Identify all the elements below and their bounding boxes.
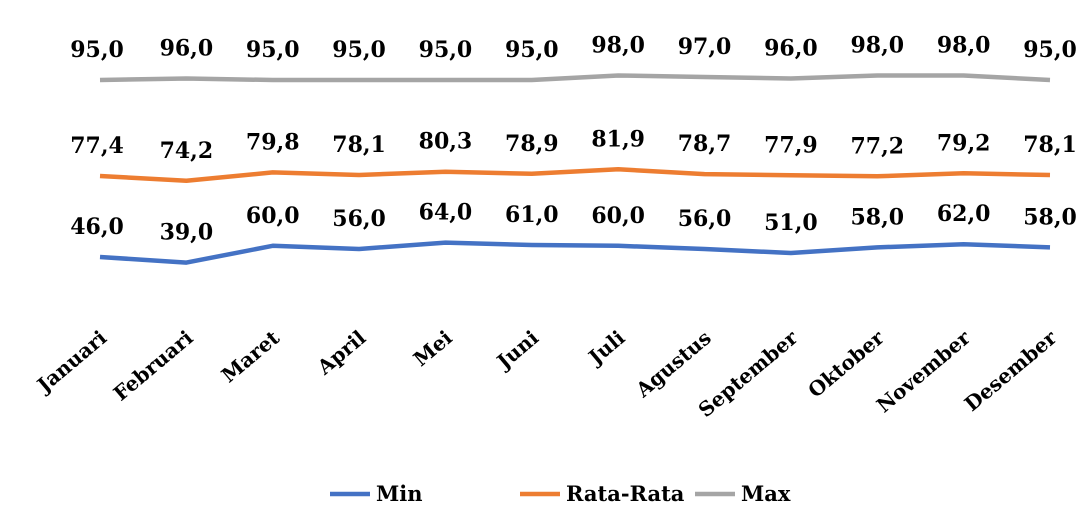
data-label: 77,2 [850,133,904,159]
data-label: 77,4 [70,133,124,159]
series-line-min [99,240,1051,265]
data-label: 56,0 [332,206,386,232]
data-label: 79,8 [246,129,300,155]
data-label: 56,0 [678,206,732,232]
data-label: 97,0 [678,34,732,60]
data-label: 96,0 [764,36,818,62]
data-label: 64,0 [419,200,473,226]
data-label: 95,0 [419,37,473,63]
data-label: 95,0 [70,37,124,63]
data-label: 39,0 [160,220,214,246]
data-label: 81,9 [591,126,645,152]
series-line-max [99,73,1051,83]
series-layer [99,73,1051,265]
legend-label: Rata-Rata [566,481,685,506]
data-label: 78,1 [332,132,386,158]
x-tick-label: Februari [109,325,198,405]
data-label: 96,0 [160,36,214,62]
data-label: 74,2 [160,138,214,164]
data-label: 60,0 [591,203,645,229]
data-label: 78,9 [505,131,559,157]
data-label: 95,0 [1023,37,1077,63]
data-label: 78,1 [1023,132,1077,158]
data-label: 77,9 [764,132,818,158]
data-label: 98,0 [591,33,645,59]
data-label-layer: 46,0 39,0 60,0 56,0 64,0 61,0 60,0 56,0 51,0 58,0… [70,33,1077,246]
data-label: 98,0 [937,33,991,59]
data-label: 58,0 [1023,204,1077,230]
data-label: 60,0 [246,203,300,229]
legend-label: Max [741,481,791,506]
data-label: 61,0 [505,202,559,228]
x-tick-label: Juli [582,325,629,370]
data-label: 80,3 [419,129,473,155]
data-label: 98,0 [850,33,904,59]
data-label: 62,0 [937,201,991,227]
data-label: 79,2 [937,130,991,156]
x-tick-label: Maret [217,325,285,387]
legend: Min Rata-Rata Max [330,481,791,506]
data-label: 95,0 [246,37,300,63]
legend-label: Min [376,481,423,506]
data-label: 95,0 [332,37,386,63]
data-label: 46,0 [70,214,124,240]
series-line-rata-rata [99,167,1051,184]
data-label: 58,0 [850,204,904,230]
x-tick-label: April [312,325,371,380]
x-tick-label: Juni [491,325,544,375]
x-tick-label: Agustus [630,325,715,402]
x-tick-label: Mei [409,325,457,371]
data-label: 95,0 [505,37,559,63]
x-tick-label: Oktober [803,325,889,402]
x-tick-label: Desember [960,325,1062,416]
x-tick-label: Januari [31,325,112,398]
x-tick-label: November [872,325,975,417]
data-label: 78,7 [678,131,732,157]
data-label: 51,0 [764,210,818,236]
